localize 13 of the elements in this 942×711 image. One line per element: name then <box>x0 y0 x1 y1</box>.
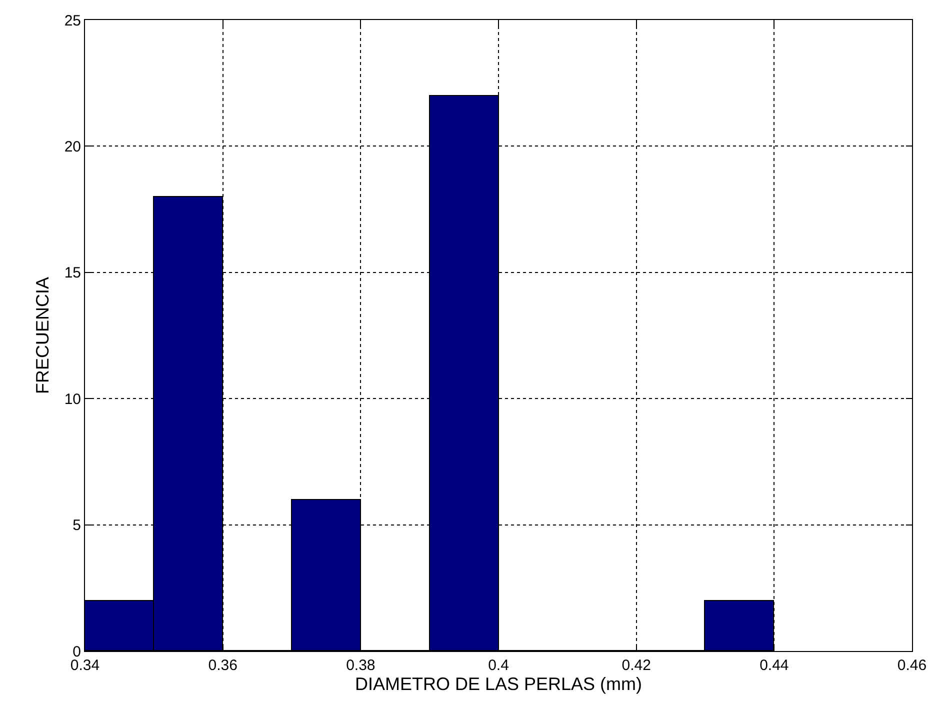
x-tick-label: 0.42 <box>622 657 651 674</box>
y-tick-label: 20 <box>64 138 81 156</box>
y-tick-label: 25 <box>64 12 81 30</box>
y-tick-label: 10 <box>64 390 81 408</box>
x-tick-label: 0.36 <box>208 657 238 674</box>
x-tick-label: 0.44 <box>760 657 789 674</box>
x-axis-title: DIAMETRO DE LAS PERLAS (mm) <box>354 674 642 694</box>
x-tick-label: 0.4 <box>488 657 509 674</box>
y-axis-title: FRECUENCIA <box>32 276 53 394</box>
x-tick-label: 0.46 <box>897 657 927 674</box>
x-tick-label: 0.38 <box>346 657 376 674</box>
y-tick-label: 15 <box>64 264 81 282</box>
y-tick-label: 5 <box>72 517 81 534</box>
